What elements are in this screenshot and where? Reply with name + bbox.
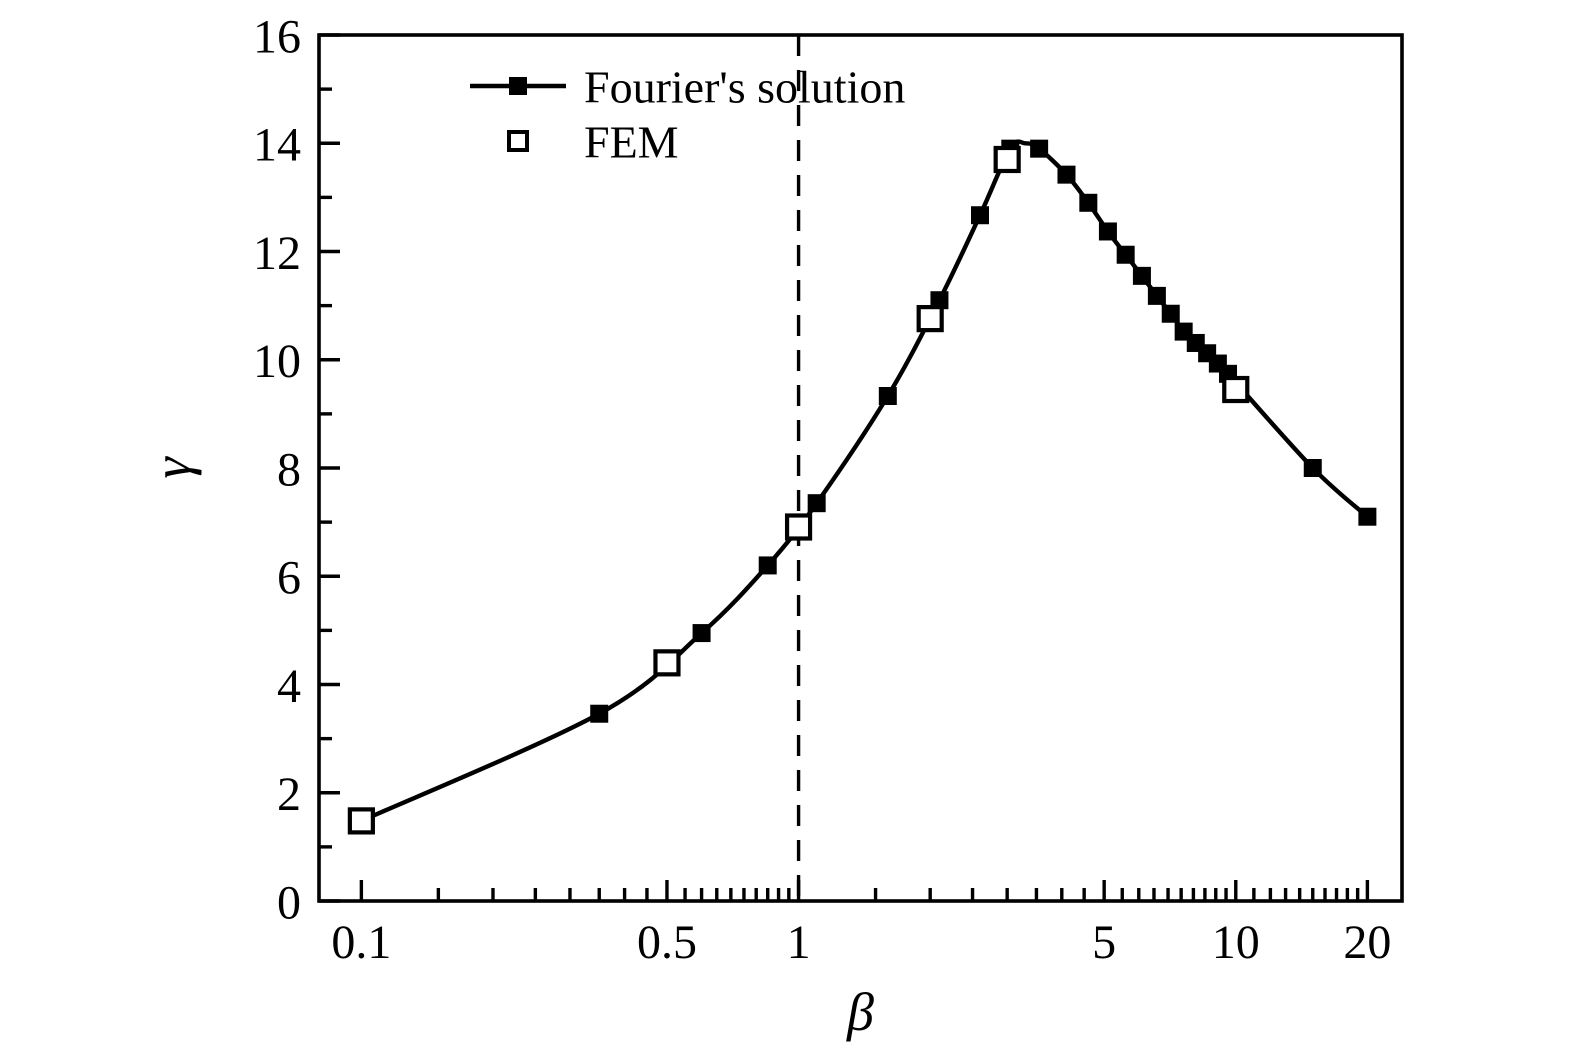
y-tick-label: 12: [253, 227, 301, 280]
legend-label-fourier: Fourier's solution: [584, 62, 905, 113]
y-tick-label: 0: [277, 876, 301, 929]
fourier-marker: [1098, 222, 1117, 241]
fourier-marker: [590, 704, 609, 723]
x-tick-label: 0.5: [637, 916, 697, 969]
y-tick-label: 4: [277, 660, 301, 713]
fem-marker: [653, 649, 681, 677]
fourier-marker: [1358, 507, 1377, 526]
fourier-marker: [878, 387, 897, 406]
fourier-marker: [1303, 459, 1322, 477]
fourier-marker: [692, 624, 711, 643]
legend-fem-marker-symbol: [507, 130, 529, 152]
fourier-markers: [590, 139, 1377, 723]
fem-marker: [347, 807, 375, 835]
fourier-marker: [1030, 139, 1049, 158]
x-tick-label: 1: [787, 916, 811, 969]
fem-markers: [347, 145, 1250, 835]
x-tick-label: 20: [1343, 916, 1391, 969]
y-tick-label: 2: [277, 768, 301, 821]
x-tick-label: 5: [1092, 916, 1116, 969]
fourier-marker: [1057, 165, 1076, 184]
x-axis: 0.1 0.5 1 5 10 20: [331, 880, 1391, 969]
fourier-marker: [1147, 286, 1166, 305]
fem-marker: [916, 305, 944, 333]
fourier-marker: [758, 556, 777, 575]
x-tick-label: 10: [1212, 916, 1260, 969]
x-axis-label: β: [846, 982, 874, 1042]
fem-marker: [993, 145, 1021, 174]
y-tick-label: 14: [253, 119, 301, 172]
fem-marker: [1222, 375, 1250, 404]
legend-label-fem: FEM: [584, 117, 679, 168]
y-tick-label: 16: [253, 10, 301, 63]
y-tick-label: 6: [277, 552, 301, 605]
fourier-marker: [930, 291, 949, 310]
legend-item-fem: FEM: [507, 117, 679, 168]
fourier-marker: [1116, 245, 1135, 264]
fourier-marker: [1079, 193, 1098, 212]
y-tick-label: 10: [253, 335, 301, 388]
fem-marker: [784, 513, 813, 541]
y-axis: 0 2 4 6 8 10 12 14 16: [253, 10, 340, 929]
y-axis-label: γ: [142, 456, 202, 479]
fourier-curve: [359, 139, 1370, 824]
fourier-marker: [1161, 304, 1180, 323]
legend-fourier-marker-symbol: [509, 77, 527, 95]
fourier-marker: [1132, 266, 1151, 285]
fourier-marker: [970, 206, 989, 225]
x-tick-label: 0.1: [331, 916, 391, 969]
y-tick-label: 8: [277, 443, 301, 496]
legend-item-fourier: Fourier's solution: [470, 62, 905, 113]
fourier-marker: [807, 494, 826, 513]
